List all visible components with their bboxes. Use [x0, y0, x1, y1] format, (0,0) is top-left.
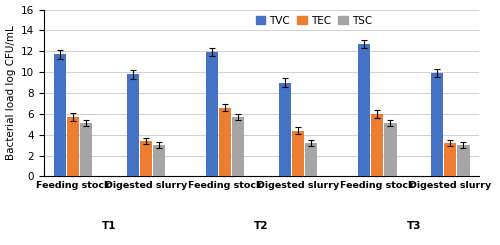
- Bar: [206, 52, 218, 176]
- Text: T2: T2: [254, 221, 269, 231]
- Text: T3: T3: [406, 221, 421, 231]
- Bar: [458, 145, 469, 176]
- Bar: [431, 73, 443, 176]
- Bar: [278, 83, 291, 176]
- Bar: [126, 74, 139, 176]
- Bar: [371, 114, 384, 176]
- Bar: [358, 44, 370, 176]
- Bar: [306, 143, 318, 176]
- Bar: [232, 117, 244, 176]
- Bar: [444, 143, 456, 176]
- Bar: [80, 123, 92, 176]
- Bar: [384, 123, 396, 176]
- Bar: [67, 117, 79, 176]
- Text: T1: T1: [102, 221, 117, 231]
- Bar: [292, 131, 304, 176]
- Bar: [219, 108, 231, 176]
- Legend: TVC, TEC, TSC: TVC, TEC, TSC: [252, 12, 376, 30]
- Bar: [54, 54, 66, 176]
- Bar: [140, 141, 152, 176]
- Bar: [153, 145, 166, 176]
- Y-axis label: Bacterial load log CFU/mL: Bacterial load log CFU/mL: [6, 26, 16, 160]
